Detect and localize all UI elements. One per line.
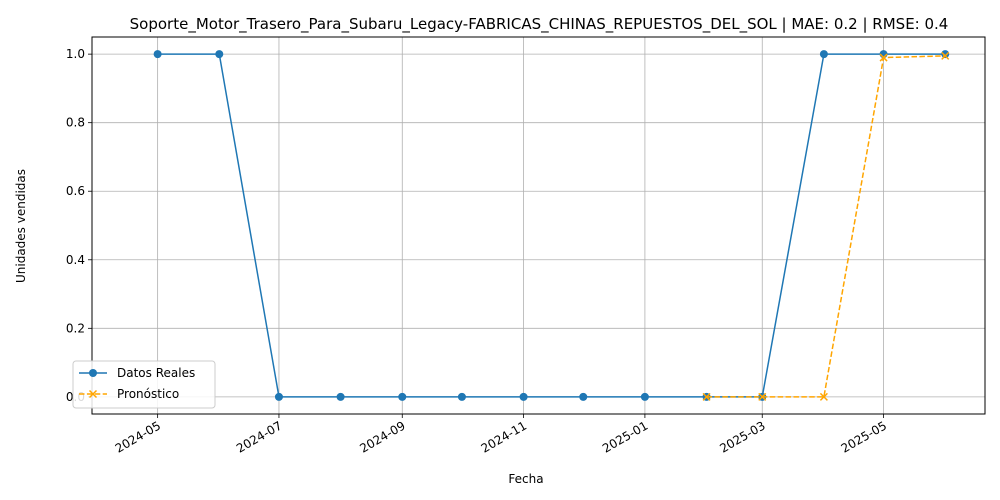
x-axis: 2024-05 2024-07 2024-09 2024-11 2025-01 2025-… (113, 414, 889, 456)
x-tick-label: 2025-05 (839, 418, 889, 455)
y-tick-label: 0.8 (66, 116, 85, 130)
data-point (819, 50, 828, 59)
y-axis-label: Unidades vendidas (14, 169, 28, 283)
data-point (336, 392, 345, 401)
legend-label: Datos Reales (117, 366, 195, 380)
y-tick-label: 0.6 (66, 184, 85, 198)
x-tick-label: 2025-03 (717, 418, 767, 455)
data-point (215, 50, 224, 59)
plot-area (91, 36, 986, 415)
x-tick-label: 2024-09 (357, 418, 407, 455)
forecast-point (879, 53, 888, 62)
y-tick-label: 1.0 (66, 47, 85, 61)
forecast-point (941, 51, 950, 60)
legend-label: Pronóstico (117, 387, 179, 401)
data-point (457, 392, 466, 401)
forecast-point (819, 392, 828, 401)
series-line-0 (157, 53, 946, 398)
data-point (274, 392, 283, 401)
series-layer (153, 50, 950, 401)
forecast-point (758, 392, 767, 401)
x-tick-label: 2024-05 (113, 418, 163, 455)
x-tick-label: 2024-07 (234, 418, 284, 455)
data-point (579, 392, 588, 401)
x-tick-label: 2024-11 (479, 418, 529, 455)
legend: Datos Reales Pronóstico (72, 360, 216, 409)
legend-marker (89, 369, 97, 377)
legend-box (72, 360, 216, 409)
series-line-1 (706, 55, 946, 398)
y-axis: 0.00.20.40.60.81.0 (66, 47, 92, 404)
y-tick-label: 0.4 (66, 253, 85, 267)
data-point (519, 392, 528, 401)
forecast-point (702, 392, 711, 401)
legend-marker (88, 389, 98, 399)
x-axis-label: Fecha (508, 472, 543, 486)
data-point (640, 392, 649, 401)
data-point (941, 50, 950, 59)
data-point (153, 50, 162, 59)
y-tick-label: 0.2 (66, 321, 85, 335)
x-tick-label: 2025-01 (600, 418, 650, 455)
chart-title: Soporte_Motor_Trasero_Para_Subaru_Legacy… (130, 15, 949, 34)
data-point (398, 392, 407, 401)
